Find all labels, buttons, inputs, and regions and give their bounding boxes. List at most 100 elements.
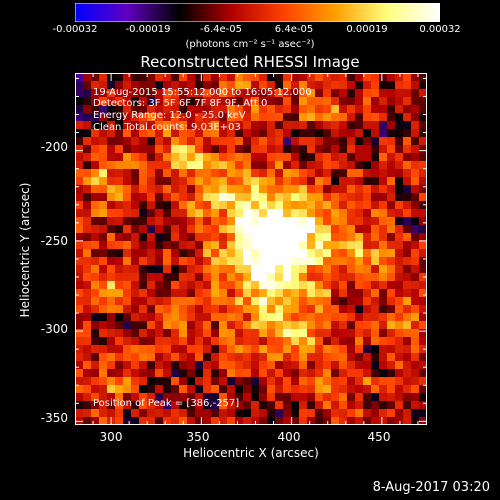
heatmap-cell	[387, 201, 396, 210]
heatmap-cell	[275, 153, 284, 162]
heatmap-cell	[267, 225, 276, 234]
heatmap-cell	[163, 73, 172, 82]
heatmap-cell	[299, 265, 308, 274]
heatmap-cell	[387, 257, 396, 266]
heatmap-cell	[91, 153, 100, 162]
heatmap-cell	[147, 73, 156, 82]
heatmap-cell	[387, 417, 396, 425]
heatmap-cell	[123, 249, 132, 258]
heatmap-cell	[227, 417, 236, 425]
heatmap-cell	[163, 401, 172, 410]
heatmap-cell	[299, 233, 308, 242]
heatmap-cell	[419, 153, 427, 162]
heatmap-cell	[379, 121, 388, 130]
heatmap-cell	[323, 81, 332, 90]
heatmap-cell	[379, 233, 388, 242]
heatmap-cell	[123, 97, 132, 106]
heatmap-cell	[259, 337, 268, 346]
heatmap-cell	[259, 193, 268, 202]
heatmap-cell	[347, 289, 356, 298]
heatmap-cell	[227, 361, 236, 370]
heatmap-cell	[411, 177, 420, 186]
heatmap-cell	[203, 97, 212, 106]
heatmap-cell	[403, 81, 412, 90]
colorbar-tick: 6.4e-05	[274, 24, 314, 35]
heatmap-cell	[419, 97, 427, 106]
heatmap-cell	[259, 153, 268, 162]
heatmap-cell	[387, 241, 396, 250]
heatmap-cell	[91, 97, 100, 106]
heatmap-cell	[219, 297, 228, 306]
heatmap-cell	[403, 289, 412, 298]
heatmap-cell	[307, 393, 316, 402]
heatmap-cell	[91, 337, 100, 346]
heatmap-cell	[83, 73, 92, 82]
heatmap-cell	[123, 393, 132, 402]
heatmap-cell	[75, 361, 84, 370]
heatmap-cell	[219, 177, 228, 186]
heatmap-cell	[347, 337, 356, 346]
heatmap-cell	[171, 217, 180, 226]
heatmap-cell	[131, 353, 140, 362]
heatmap-cell	[211, 361, 220, 370]
heatmap-cell	[299, 225, 308, 234]
heatmap-cell	[91, 401, 100, 410]
heatmap-cell	[355, 177, 364, 186]
heatmap-cell	[347, 89, 356, 98]
heatmap-cell	[139, 313, 148, 322]
heatmap-cell	[347, 345, 356, 354]
heatmap-cell	[227, 177, 236, 186]
heatmap-cell	[323, 385, 332, 394]
heatmap-cell	[419, 337, 427, 346]
heatmap-cell	[91, 137, 100, 146]
heatmap-cell	[387, 161, 396, 170]
heatmap-cell	[283, 417, 292, 425]
heatmap-cell	[259, 81, 268, 90]
heatmap-cell	[227, 217, 236, 226]
heatmap-cell	[75, 121, 84, 130]
heatmap-cell	[387, 305, 396, 314]
heatmap-cell	[291, 305, 300, 314]
heatmap-cell	[267, 73, 276, 82]
heatmap-cell	[75, 73, 84, 82]
heatmap-cell	[211, 129, 220, 138]
heatmap-cell	[283, 401, 292, 410]
heatmap-cell	[91, 297, 100, 306]
heatmap-cell	[315, 273, 324, 282]
heatmap-cell	[339, 297, 348, 306]
heatmap-cell	[331, 257, 340, 266]
heatmap-cell	[227, 241, 236, 250]
heatmap-cell	[187, 193, 196, 202]
colorbar-tick: -6.4e-05	[200, 24, 242, 35]
heatmap-cell	[163, 201, 172, 210]
heatmap-cell	[155, 305, 164, 314]
heatmap-cell	[243, 369, 252, 378]
heatmap-cell	[203, 409, 212, 418]
heatmap-cell	[203, 81, 212, 90]
heatmap-cell	[195, 153, 204, 162]
heatmap-cell	[83, 393, 92, 402]
heatmap-cell	[315, 217, 324, 226]
heatmap-cell	[147, 321, 156, 330]
heatmap-cell	[139, 265, 148, 274]
heatmap-cell	[419, 89, 427, 98]
heatmap-cell	[131, 185, 140, 194]
heatmap-cell	[171, 153, 180, 162]
heatmap-cell	[227, 137, 236, 146]
heatmap-cell	[219, 369, 228, 378]
heatmap-cell	[227, 345, 236, 354]
heatmap-cell	[403, 377, 412, 386]
heatmap-cell	[275, 225, 284, 234]
heatmap-cell	[371, 161, 380, 170]
heatmap-cell	[395, 145, 404, 154]
heatmap-cell	[291, 265, 300, 274]
heatmap-cell	[163, 161, 172, 170]
heatmap-cell	[155, 249, 164, 258]
heatmap-cell	[131, 89, 140, 98]
heatmap-cell	[219, 121, 228, 130]
heatmap-cell	[219, 225, 228, 234]
heatmap-cell	[179, 161, 188, 170]
heatmap-cell	[307, 329, 316, 338]
heatmap-cell	[371, 353, 380, 362]
heatmap-cell	[83, 201, 92, 210]
